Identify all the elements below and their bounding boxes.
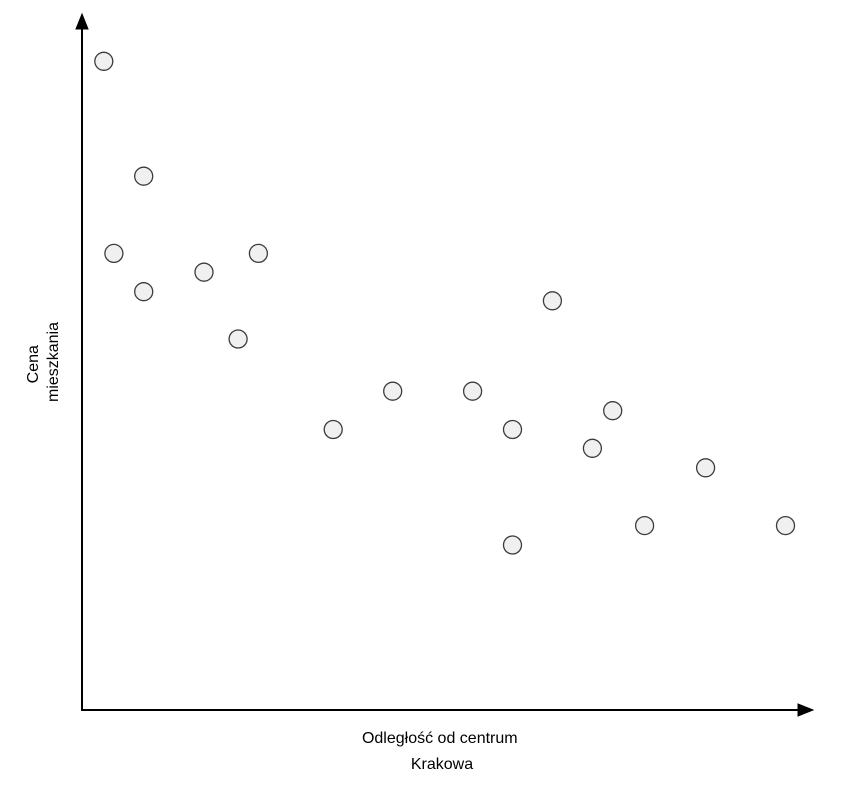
x-axis-label: Odległość od centrum Krakowa (362, 730, 522, 773)
data-point-8 (323, 419, 343, 440)
data-point-11 (502, 419, 523, 440)
data-point-12 (502, 535, 523, 555)
x-axis-arrowhead (797, 703, 815, 717)
data-point-15 (603, 401, 623, 421)
data-point-18 (775, 515, 796, 536)
data-point-13 (542, 291, 563, 311)
data-point-7 (228, 329, 248, 349)
data-point-2 (134, 166, 154, 186)
y-axis-label: Cena mieszkania (25, 322, 62, 402)
x-axis (81, 703, 815, 717)
y-axis-label-line-1: Cena (25, 345, 42, 383)
data-point-17 (695, 458, 716, 478)
data-point-6 (248, 243, 269, 264)
y-axis (75, 12, 89, 710)
data-point-16 (634, 515, 655, 536)
y-axis-label-line-2: mieszkania (45, 322, 62, 402)
data-point-10 (462, 381, 483, 401)
data-points (94, 51, 796, 555)
y-axis-arrowhead (75, 12, 89, 30)
x-axis-label-line-2: Krakowa (411, 756, 473, 773)
data-point-5 (194, 262, 214, 282)
data-point-3 (104, 243, 124, 264)
data-point-4 (134, 282, 154, 302)
data-point-9 (383, 381, 403, 401)
data-point-1 (94, 51, 114, 71)
data-point-14 (582, 438, 603, 458)
x-axis-label-line-1: Odległość od centrum (362, 730, 518, 747)
